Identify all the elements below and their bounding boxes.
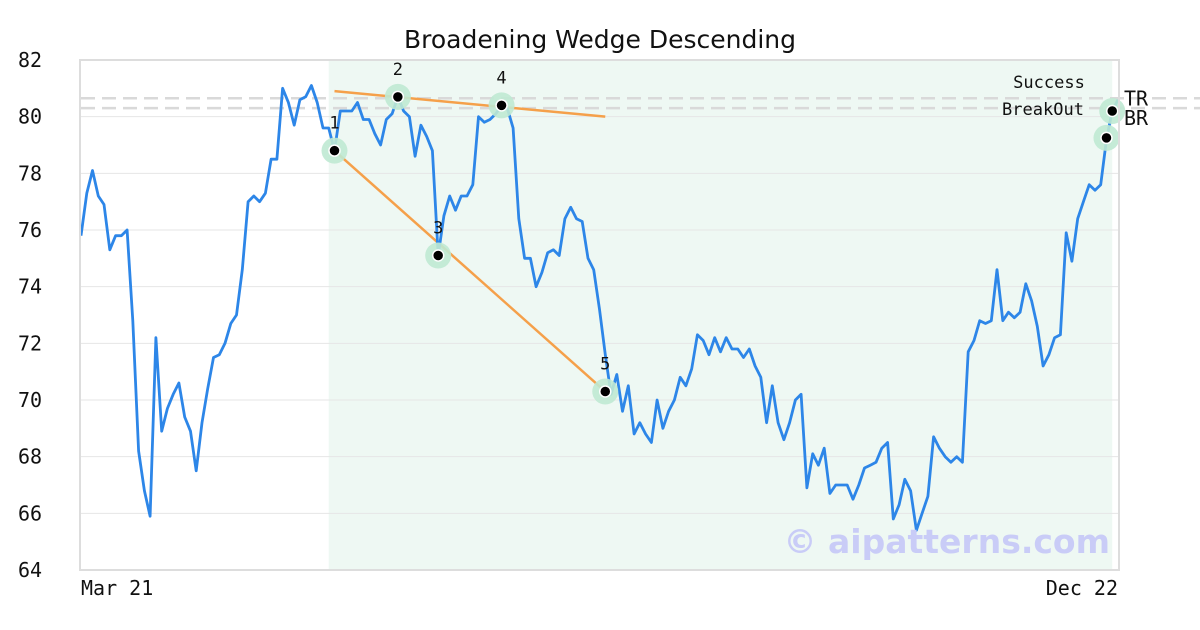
x-tick-label-end: Dec 22 bbox=[1046, 576, 1118, 600]
pivot-label-3: 3 bbox=[433, 219, 443, 239]
lower-trendline bbox=[333, 149, 607, 393]
breakout-marker-2-dot bbox=[1105, 104, 1119, 118]
upper-trendline bbox=[334, 89, 606, 118]
y-tick-label-66: 66 bbox=[18, 501, 42, 525]
x-tick-label-start: Mar 21 bbox=[81, 576, 153, 600]
level-label-tr: TR bbox=[1124, 86, 1149, 110]
y-tick-label-82: 82 bbox=[18, 48, 42, 72]
watermark: © aipatterns.com bbox=[784, 522, 1110, 561]
pattern-shade bbox=[328, 60, 1113, 570]
pivot-label-2: 2 bbox=[393, 60, 403, 80]
pivot-4-dot bbox=[495, 99, 508, 112]
y-tick-label-76: 76 bbox=[18, 218, 42, 242]
y-tick-label-72: 72 bbox=[18, 331, 42, 355]
y-tick-label-80: 80 bbox=[18, 105, 42, 129]
pivot-label-1: 1 bbox=[329, 114, 339, 134]
y-tick-label-74: 74 bbox=[18, 275, 42, 299]
price-series bbox=[79, 84, 1120, 532]
pattern-region bbox=[328, 60, 1113, 570]
y-tick-label-70: 70 bbox=[18, 388, 42, 412]
price-line bbox=[79, 84, 1120, 532]
annotation-success: Success bbox=[1013, 73, 1085, 93]
pivot-2-dot bbox=[391, 90, 405, 104]
y-tick-label-78: 78 bbox=[18, 161, 42, 185]
breakout-marker-1-dot bbox=[1100, 131, 1113, 145]
pivot-1-dot bbox=[328, 144, 341, 157]
pivot-label-5: 5 bbox=[600, 355, 610, 375]
pivot-5-dot bbox=[599, 385, 612, 398]
pivot-label-4: 4 bbox=[496, 68, 506, 88]
trendlines bbox=[333, 89, 607, 393]
plot-frame bbox=[79, 59, 1120, 571]
level-label-br: BR bbox=[1124, 106, 1149, 130]
y-tick-label-64: 64 bbox=[18, 558, 42, 582]
pivot-3-dot bbox=[431, 249, 445, 262]
annotation-breakout: BreakOut bbox=[1002, 100, 1084, 120]
y-axis-ticks: 64 66 68 70 72 74 76 78 80 82 bbox=[18, 48, 42, 582]
breakout-annotation: Success BreakOut bbox=[1002, 73, 1085, 120]
chart-title: Broadening Wedge Descending bbox=[404, 25, 796, 54]
y-tick-label-68: 68 bbox=[18, 445, 42, 469]
x-axis-ticks: Mar 21 Dec 22 bbox=[81, 576, 1118, 600]
